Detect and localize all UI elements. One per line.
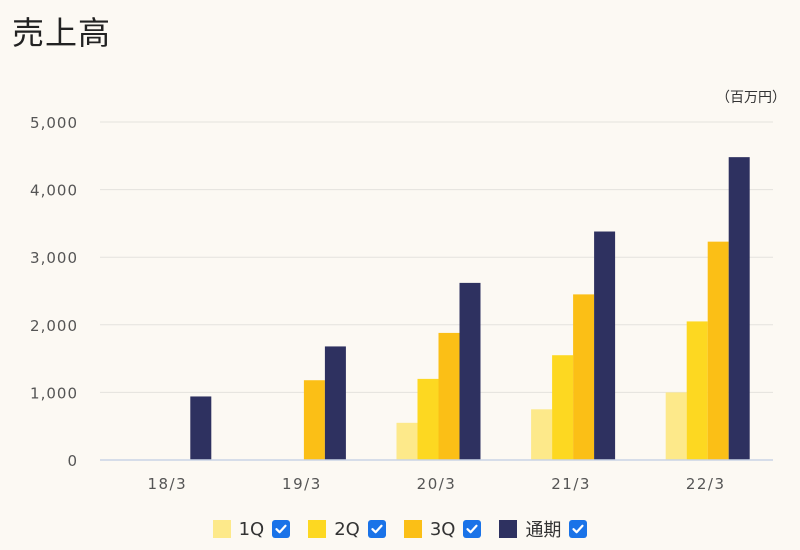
legend-swatch-full-year	[499, 520, 518, 538]
y-tick-labels: 0 1,000 2,000 3,000 4,000 5,000	[30, 114, 78, 470]
bar-21-3-3Q[interactable]	[573, 294, 595, 460]
bars	[190, 157, 750, 461]
legend-item-1q[interactable]: 1Q	[212, 518, 291, 540]
bar-22-3-1Q[interactable]	[665, 392, 687, 460]
checkmark-icon	[466, 524, 479, 534]
checkmark-icon	[275, 524, 287, 534]
legend-label-3q: 3Q	[429, 518, 456, 540]
bar-20-3-通期[interactable]	[459, 282, 481, 460]
legend-checkbox-3q[interactable]	[463, 520, 482, 538]
legend-item-full-year[interactable]: 通期	[499, 516, 588, 542]
legend-item-3q[interactable]: 3Q	[403, 518, 482, 540]
legend-swatch-2q	[308, 520, 327, 538]
x-tick-label: 20/3	[417, 475, 457, 493]
gridlines	[100, 121, 773, 393]
legend: 1Q 2Q 3Q 通期	[0, 516, 800, 542]
bar-18-3-通期[interactable]	[190, 396, 212, 460]
y-tick-label: 3,000	[30, 249, 78, 267]
bar-chart: 0 1,000 2,000 3,000 4,000 5,000 18/3 19/3 20/3 2…	[30, 114, 773, 493]
bar-21-3-2Q[interactable]	[552, 355, 574, 460]
bar-22-3-2Q[interactable]	[686, 321, 708, 460]
y-tick-label: 2,000	[30, 317, 78, 335]
legend-checkbox-full-year[interactable]	[569, 520, 588, 538]
legend-swatch-1q	[212, 520, 231, 538]
y-tick-label: 5,000	[30, 114, 78, 132]
legend-checkbox-2q[interactable]	[367, 520, 386, 538]
x-tick-label: 19/3	[282, 475, 322, 493]
bar-20-3-3Q[interactable]	[438, 332, 460, 460]
y-tick-label: 4,000	[30, 182, 78, 200]
x-tick-label: 18/3	[147, 475, 187, 493]
x-tick-label: 22/3	[686, 475, 726, 493]
legend-label-2q: 2Q	[334, 518, 360, 540]
legend-swatch-3q	[403, 520, 422, 538]
bar-21-3-通期[interactable]	[594, 231, 616, 460]
legend-item-2q[interactable]: 2Q	[308, 519, 386, 540]
checkmark-icon	[572, 524, 585, 534]
bar-21-3-1Q[interactable]	[531, 409, 553, 460]
legend-label-1q: 1Q	[238, 518, 265, 540]
y-tick-label: 1,000	[30, 384, 78, 402]
bar-19-3-3Q[interactable]	[303, 380, 325, 460]
bar-19-3-通期[interactable]	[324, 346, 346, 460]
legend-label-full-year: 通期	[525, 520, 562, 541]
y-tick-label: 0	[67, 452, 78, 470]
checkmark-icon	[371, 524, 383, 534]
bar-22-3-3Q[interactable]	[707, 241, 729, 460]
x-tick-labels: 18/3 19/3 20/3 21/3 22/3	[147, 475, 726, 493]
bar-20-3-1Q[interactable]	[396, 422, 418, 460]
legend-checkbox-1q[interactable]	[272, 520, 291, 538]
bar-20-3-2Q[interactable]	[417, 378, 439, 460]
bar-22-3-通期[interactable]	[728, 157, 750, 461]
unit-label: （百万円）	[716, 90, 786, 106]
chart-title: 売上高	[12, 14, 112, 52]
x-tick-label: 21/3	[551, 475, 591, 493]
